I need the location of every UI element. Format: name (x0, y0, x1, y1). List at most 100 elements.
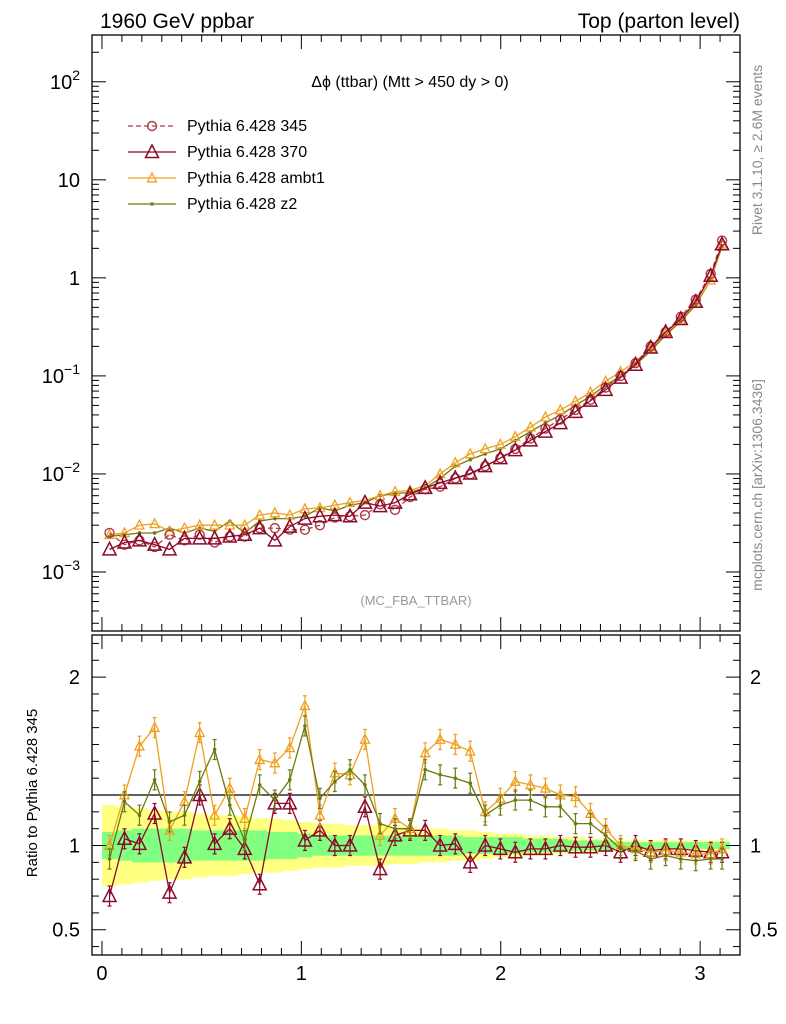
legend-label: Pythia 6.428 370 (187, 144, 307, 161)
marker-triangle-small (539, 781, 551, 793)
marker-dot (287, 778, 292, 782)
marker-triangle (297, 510, 313, 525)
series-line (108, 725, 723, 862)
marker-circle (389, 504, 401, 516)
marker-dot (408, 826, 412, 831)
marker-dot (663, 853, 668, 858)
marker-triangle (642, 338, 659, 354)
marker-triangle (357, 798, 373, 814)
marker-dot (648, 857, 653, 861)
marker-triangle-small (299, 699, 311, 711)
marker-triangle (627, 356, 644, 371)
legend-entry: Pythia 6.428 345 (128, 118, 307, 135)
y-tick-label-exponent: −1 (64, 361, 80, 377)
marker-dot (588, 821, 593, 826)
marker-dot (498, 803, 503, 807)
marker-circle (479, 460, 491, 472)
marker-dot (122, 799, 127, 804)
marker-triangle-small (524, 778, 537, 790)
marker-dot (603, 833, 608, 838)
marker-triangle (101, 540, 118, 556)
marker-triangle (282, 794, 298, 810)
band-inner-bin (222, 830, 238, 861)
marker-triangle (222, 527, 238, 543)
marker-triangle (176, 529, 193, 545)
marker-dot (393, 491, 397, 496)
x-tick-label: 1 (296, 963, 307, 985)
marker-triangle-small (434, 467, 446, 479)
marker-dot (167, 820, 172, 824)
marker-triangle-small (149, 721, 161, 733)
marker-dot (438, 772, 442, 777)
marker-triangle-small (569, 790, 582, 802)
ratio-tick-label: 0.5 (52, 920, 80, 942)
marker-triangle (372, 497, 388, 513)
marker-circle (146, 120, 158, 132)
marker-triangle-small (209, 518, 221, 530)
marker-triangle (597, 381, 614, 397)
analysis-id: (MC_FBA_TTBAR) (360, 593, 471, 608)
ratio-series-layer (101, 695, 730, 907)
marker-triangle (447, 469, 464, 485)
marker-triangle (312, 507, 328, 523)
marker-triangle (688, 293, 704, 309)
marker-triangle (222, 820, 238, 835)
marker-triangle-small (464, 744, 476, 756)
marker-dot (468, 781, 473, 786)
marker-triangle-small (133, 739, 146, 751)
marker-dot (633, 848, 638, 853)
marker-triangle (402, 485, 418, 501)
marker-dot (483, 813, 487, 818)
side-label-mcplots: mcplots.cern.ch [arXiv:1306.3436] (749, 379, 765, 591)
marker-triangle-small (479, 442, 491, 454)
marker-triangle (101, 887, 118, 903)
marker-triangle (357, 493, 373, 509)
marker-triangle-small (554, 403, 566, 415)
series (103, 695, 728, 865)
band-inner-bin (402, 835, 418, 856)
marker-triangle (267, 531, 283, 547)
marker-triangle-small (149, 517, 161, 529)
marker-triangle (537, 423, 554, 438)
series-line (109, 240, 723, 548)
marker-triangle-small (314, 501, 326, 513)
marker-dot (573, 821, 578, 826)
header-right: Top (parton level) (578, 10, 740, 33)
marker-triangle-small (374, 828, 386, 840)
marker-triangle-small (524, 420, 537, 432)
series-line (109, 246, 723, 538)
marker-triangle (462, 853, 478, 869)
marker-triangle-small (254, 508, 266, 520)
side-label-rivet: Rivet 3.1.10, ≥ 2.6M events (749, 65, 765, 235)
marker-triangle (327, 506, 343, 522)
main-series-layer (101, 235, 730, 556)
legend-entry: Pythia 6.428 z2 (128, 196, 297, 213)
header-left: 1960 GeV ppbar (100, 10, 254, 33)
marker-circle (209, 537, 220, 548)
marker-triangle-small (509, 430, 521, 442)
marker-triangle (146, 536, 163, 551)
marker-triangle (462, 464, 478, 480)
marker-dot (212, 747, 217, 752)
ratio-y-label: Ratio to Pythia 6.428 345 (24, 709, 41, 877)
band-inner-bin (162, 828, 178, 863)
series (101, 235, 730, 556)
marker-triangle (552, 836, 569, 852)
marker-triangle (567, 403, 584, 419)
marker-triangle (492, 840, 509, 856)
marker-triangle-small (239, 812, 251, 824)
x-tick-label: 2 (495, 963, 506, 985)
series (104, 235, 728, 553)
marker-triangle (387, 493, 403, 509)
main-y-ticks: 10−3 10−2 10−1 1 10 102 (42, 51, 740, 624)
marker-triangle (582, 391, 599, 407)
legend: Pythia 6.428 345 Pythia 6.428 370 Pythia 6… (128, 118, 325, 213)
marker-triangle (714, 235, 730, 251)
marker-triangle (206, 529, 223, 545)
y-tick-label: 1 (69, 268, 80, 290)
marker-dot (693, 858, 698, 863)
marker-triangle-small (716, 237, 728, 249)
band-inner-bin (462, 837, 479, 854)
marker-triangle-small (146, 171, 158, 183)
marker-triangle (191, 529, 208, 545)
